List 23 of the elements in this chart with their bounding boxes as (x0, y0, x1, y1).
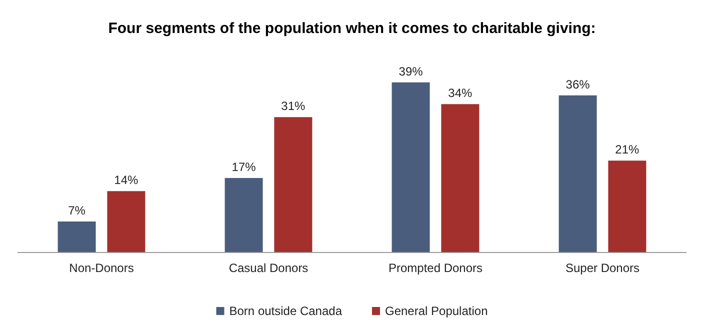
data-label: 7% (68, 204, 86, 218)
x-tick-label: Prompted Donors (388, 261, 483, 275)
bar (58, 222, 96, 252)
data-label: 34% (448, 86, 473, 100)
data-label: 31% (281, 99, 306, 114)
data-label: 17% (232, 160, 256, 174)
bar (558, 95, 597, 252)
bar (392, 82, 430, 252)
data-label: 21% (615, 142, 640, 157)
data-label: 36% (566, 77, 590, 92)
bar (107, 191, 146, 252)
bar (608, 160, 646, 252)
x-tick-label: Non-Donors (69, 261, 134, 275)
bar (274, 117, 312, 252)
data-label: 39% (398, 64, 424, 78)
chart-title: Four segments of the population when it comes to charitable giving: (108, 20, 596, 37)
data-label: 14% (114, 173, 139, 188)
x-tick-label: Super Donors (565, 261, 640, 275)
bar (224, 178, 263, 252)
x-tick-label: Casual Donors (228, 261, 308, 275)
legend-label: General Population (385, 304, 488, 318)
legend-label: Born outside Canada (229, 304, 342, 318)
bar (441, 104, 480, 252)
